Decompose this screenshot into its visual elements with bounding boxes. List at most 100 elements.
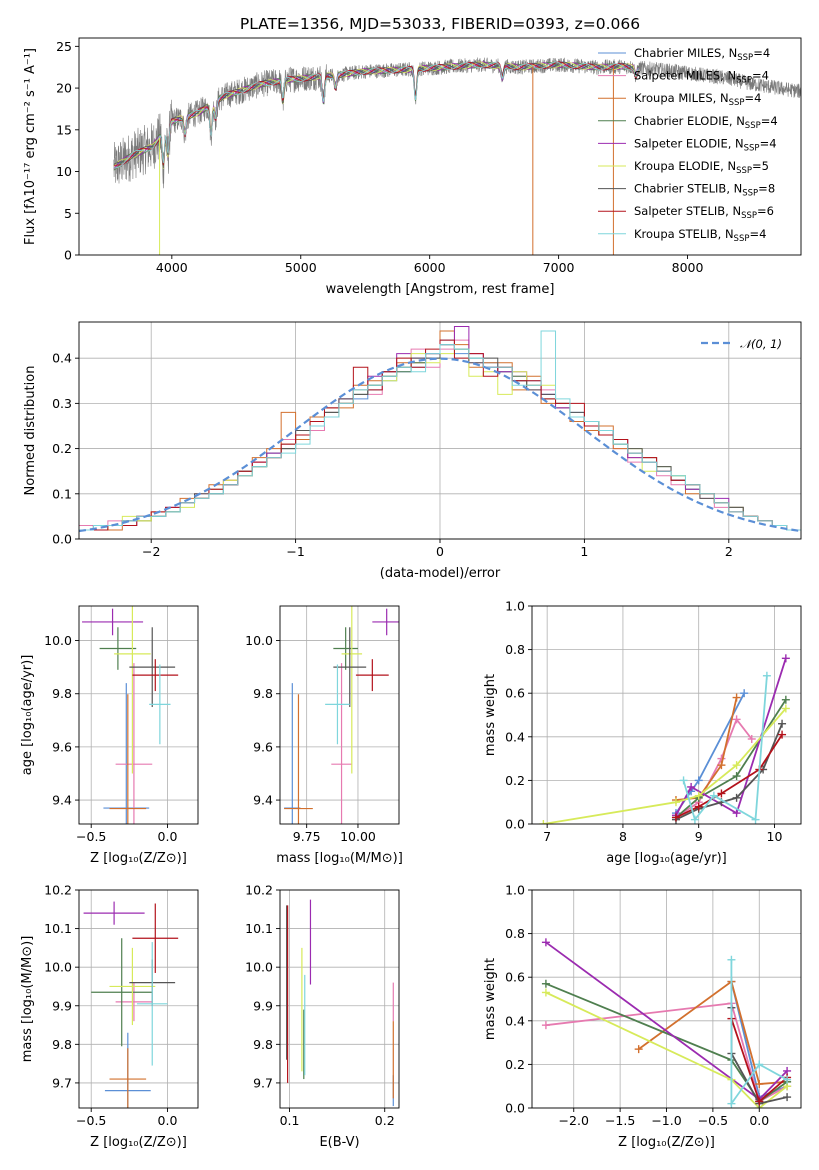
x-tick-label: −2.0 xyxy=(559,1113,589,1128)
y-tick-label: 0.8 xyxy=(505,926,525,941)
legend-name: Kroupa ELODIE xyxy=(634,159,720,173)
mass-weight-marker-salpeter-elodie xyxy=(541,938,550,947)
legend-n-sub: SSP xyxy=(729,98,745,108)
legend-eq: = xyxy=(758,182,768,196)
y-tick-label: 9.6 xyxy=(253,739,273,754)
legend-eq: = xyxy=(752,69,762,83)
mass-weight-line-chabrier-stelib xyxy=(675,723,783,821)
errorbar-chabrier-elodie xyxy=(91,938,153,1047)
y-tick-label: 10.0 xyxy=(44,633,72,648)
legend-sep: , xyxy=(718,227,725,241)
y-tick-label: 0.2 xyxy=(52,441,72,456)
axes-frame xyxy=(279,889,400,1109)
errorbar-salpeter-elodie xyxy=(83,901,145,925)
mass-weight-marker-chabrier-elodie xyxy=(541,979,550,988)
legend-n-sub: SSP xyxy=(745,121,761,131)
errorbar-kroupa-stelib xyxy=(149,664,171,745)
mass-weight-line-kroupa-elodie xyxy=(545,991,788,1108)
mass-weight-marker-salpeter-miles xyxy=(732,715,741,724)
legend-n-sub: SSP xyxy=(736,76,752,86)
legend-eq: = xyxy=(752,159,762,173)
errorbar-kroupa-stelib xyxy=(136,942,168,1066)
legend-n: N xyxy=(736,114,745,128)
plot-area-residuals xyxy=(79,326,801,533)
x-axis-label: Z [log₁₀(Z/Z⊙)] xyxy=(618,1135,715,1150)
mass-weight-marker-kroupa-miles xyxy=(732,693,741,702)
errorbar-kroupa-miles xyxy=(284,694,313,824)
mass-weight-marker-chabrier-miles xyxy=(694,776,703,785)
legend-n: N xyxy=(725,227,734,241)
y-tick-label: 0.0 xyxy=(52,532,72,547)
mass-weight-marker-chabrier-elodie xyxy=(781,695,790,704)
model-line-kroupa-stelib xyxy=(113,61,639,169)
y-tick-label: 0.0 xyxy=(505,1101,525,1116)
legend-eq: = xyxy=(760,136,770,150)
mass-weight-marker-salpeter-stelib xyxy=(694,802,703,811)
legend-entry-kroupa-stelib: Kroupa STELIB, NSSP=4 xyxy=(634,227,766,244)
legend-n: N xyxy=(735,136,744,150)
legend-name: Chabrier STELIB xyxy=(634,182,726,196)
legend-sep: , xyxy=(728,136,735,150)
legend-normal-label: 𝒩(0, 1) xyxy=(740,337,782,351)
errorbar-salpeter-miles xyxy=(331,663,352,824)
legend-eq: = xyxy=(744,91,754,105)
legend-nssp: 4 xyxy=(762,69,769,83)
plot-area-spectrum xyxy=(113,57,801,255)
errorbar-salpeter-stelib xyxy=(355,659,389,692)
y-tick-label: 9.7 xyxy=(52,1075,72,1090)
plot-area-mass-weight-vs-Z xyxy=(541,938,792,1108)
y-tick-label: 0.6 xyxy=(505,970,525,985)
y-tick-label: 10.2 xyxy=(245,883,273,898)
mass-weight-marker-kroupa-stelib xyxy=(709,791,718,800)
legend-nssp: 8 xyxy=(768,182,775,196)
errorbar-salpeter-miles xyxy=(115,982,153,1022)
legend-eq: = xyxy=(761,114,771,128)
y-tick-label: 15 xyxy=(56,122,72,137)
legend-nssp: 5 xyxy=(762,159,769,173)
mass-weight-marker-chabrier-elodie xyxy=(732,772,741,781)
plot-area-age-vs-mass xyxy=(284,606,399,824)
x-tick-label: 0 xyxy=(436,544,444,559)
x-tick-label: 9.75 xyxy=(293,829,321,844)
panel-age-vs-mass: 9.75 10.00 9.4 9.6 9.8 10.0 mass [log₁₀(M/M⊙)] xyxy=(245,605,403,866)
mass-weight-marker-kroupa-elodie xyxy=(732,761,741,770)
legend-name: Chabrier MILES xyxy=(634,46,721,60)
y-tick-label: 9.8 xyxy=(52,1037,72,1052)
legend-name: Salpeter ELODIE xyxy=(634,136,728,150)
errorbar-kroupa-miles xyxy=(109,1048,147,1108)
legend-n: N xyxy=(727,159,736,173)
legend-n-sub: SSP xyxy=(741,211,757,221)
legend-nssp: 4 xyxy=(770,114,777,128)
y-tick-label: 0 xyxy=(64,248,72,263)
x-tick-label: 9 xyxy=(695,829,703,844)
errorbar-kroupa-elodie xyxy=(114,606,151,774)
errorbar-kroupa-stelib xyxy=(325,664,350,745)
legend-name: Salpeter STELIB xyxy=(634,204,725,218)
y-tick-label: 0.0 xyxy=(505,817,525,832)
legend-eq: = xyxy=(753,46,763,60)
y-tick-label: 10.0 xyxy=(44,960,72,975)
legend-entry-salpeter-elodie: Salpeter ELODIE, NSSP=4 xyxy=(634,136,777,153)
legend-entry-chabrier-elodie: Chabrier ELODIE, NSSP=4 xyxy=(634,114,778,131)
y-tick-label: 0.8 xyxy=(505,642,525,657)
legend-entry-kroupa-elodie: Kroupa ELODIE, NSSP=5 xyxy=(634,159,769,176)
legend-sep: , xyxy=(720,69,727,83)
mass-weight-line-kroupa-elodie xyxy=(543,707,787,824)
mass-weight-marker-salpeter-elodie xyxy=(732,809,741,818)
x-tick-label: 0.0 xyxy=(158,1113,178,1128)
y-tick-label: 9.8 xyxy=(52,686,72,701)
x-tick-label: −2 xyxy=(142,544,160,559)
y-tick-label: 9.7 xyxy=(253,1075,273,1090)
errorbar-chabrier-stelib xyxy=(129,627,176,708)
x-tick-label: 7 xyxy=(543,829,551,844)
axes-frame xyxy=(78,889,199,1109)
model-line-salpeter-miles xyxy=(113,61,639,167)
model-line-salpeter-elodie xyxy=(113,61,639,170)
mass-weight-marker-chabrier-stelib xyxy=(732,793,741,802)
y-tick-label: 10.0 xyxy=(245,633,273,648)
mass-weight-marker-kroupa-miles xyxy=(717,761,726,770)
axes-frame xyxy=(279,605,400,825)
y-tick-label: 1.0 xyxy=(505,599,525,614)
